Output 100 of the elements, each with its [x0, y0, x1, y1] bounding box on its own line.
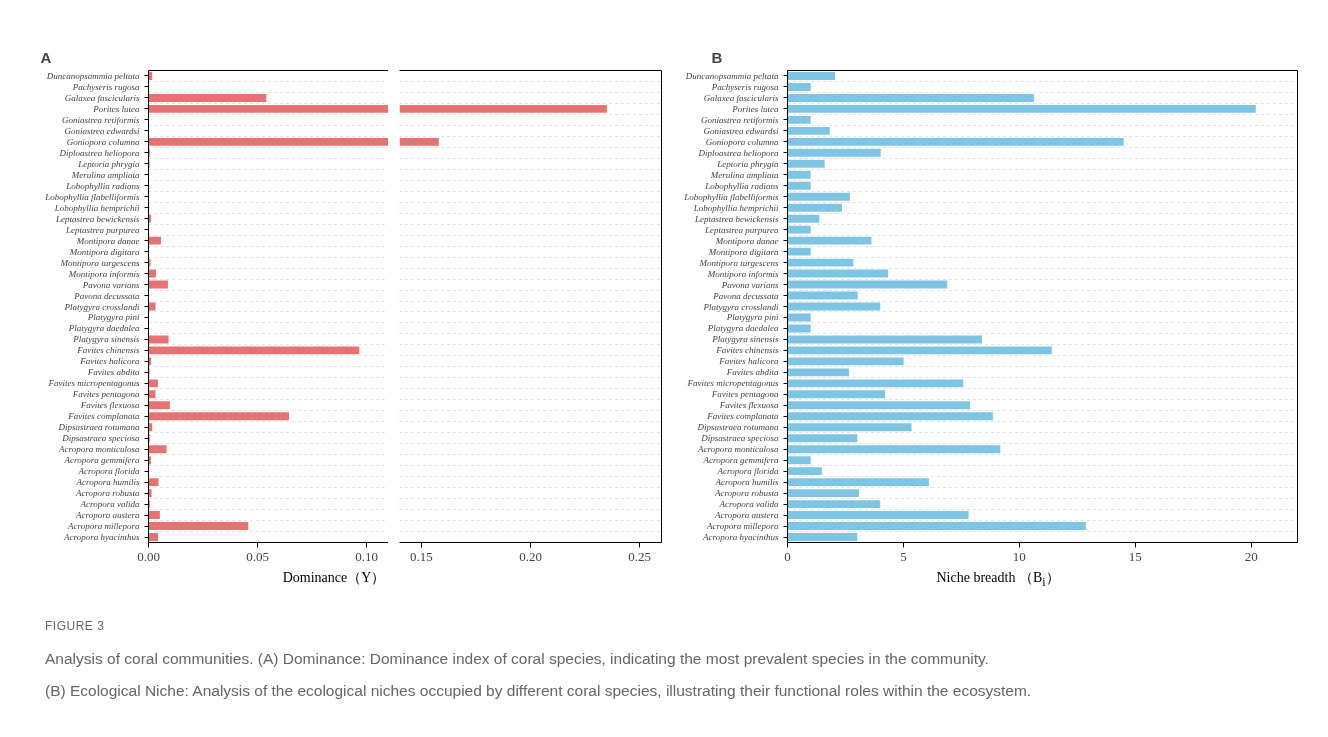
y-tick-label: Merulina ampliata	[709, 169, 779, 180]
y-tick-label: Pavona varians	[720, 279, 779, 290]
y-tick-label: Leptastrea purpurea	[703, 224, 779, 235]
y-tick-label: Porites lutea	[731, 103, 779, 114]
y-tick-label: Pachyseris rugosa	[710, 81, 779, 92]
y-tick-label: Acropora monticulosa	[697, 444, 779, 455]
y-tick-label: Montipora digitara	[707, 246, 779, 257]
text: Analysis of coral communities. (A) Dominance: Dominance index of coral species, indicating the most prevalent species in the community.	[45, 649, 989, 669]
y-tick-label: Acropora florida	[77, 466, 140, 477]
caption: FIGURE 3	[45, 618, 105, 635]
y-tick-label: Favites flexuosa	[718, 400, 779, 411]
y-tick-label: Favites abdita	[86, 367, 140, 378]
y-tick-label: Acropora millepora	[67, 521, 140, 532]
y-tick-label: Goniopora columna	[705, 136, 779, 147]
y-tick-label: Platygyra pini	[86, 312, 140, 323]
y-tick-label: Platygyra daedalea	[706, 323, 779, 334]
y-tick-label: Platygyra daedalea	[67, 323, 140, 334]
y-tick-label: Pavona decussata	[73, 290, 140, 301]
y-tick-label: Favites pentagona	[71, 389, 140, 400]
y-tick-label: Acropora gemmifera	[63, 455, 140, 466]
y-tick-label: Porites lutea	[92, 103, 140, 114]
y-tick-label: Dipsastraea speciosa	[61, 433, 140, 444]
x-tick-label: 0.10	[355, 548, 379, 564]
y-tick-label: Platygyra sinensis	[711, 334, 779, 345]
y-tick-label: Montipora informis	[67, 268, 140, 279]
x-tick-label: 15	[1128, 548, 1142, 564]
y-tick-label: Pachyseris rugosa	[71, 81, 140, 92]
chart-title: A	[40, 48, 52, 66]
y-tick-label: Acropora humilis	[75, 477, 140, 488]
y-tick-label: Acropora robusta	[74, 488, 140, 499]
y-tick-label: Platygyra pini	[725, 312, 779, 323]
y-tick-label: Lobophyllia flabelliformis	[44, 191, 140, 202]
y-tick-label: Lobophyllia hemprichii	[53, 202, 140, 213]
y-tick-label: Favites micropentagonus	[47, 378, 140, 389]
x-tick-label: 10	[1012, 548, 1026, 564]
x-tick-label: 0	[784, 548, 791, 564]
y-tick-label: Platygyra sinensis	[72, 334, 140, 345]
x-tick-label: 5	[900, 548, 907, 564]
y-tick-label: Dipsastraea rotumana	[696, 422, 779, 433]
y-tick-label: Montipora digitara	[68, 246, 140, 257]
y-tick-label: Leptoria phrygia	[77, 158, 140, 169]
y-tick-label: Favites flexuosa	[79, 400, 140, 411]
y-tick-label: Goniopora columna	[66, 136, 140, 147]
y-tick-label: Lobophyllia hemprichii	[692, 202, 779, 213]
y-tick-label: Acropora gemmifera	[702, 455, 779, 466]
y-tick-label: Diploastrea heliopora	[697, 147, 779, 158]
y-tick-label: Pavona decussata	[712, 290, 779, 301]
y-tick-label: Pavona varians	[81, 279, 140, 290]
y-tick-label: Acropora humilis	[714, 477, 779, 488]
y-tick-label: Montipora danae	[714, 235, 779, 246]
y-tick-label: Favites complanata	[706, 411, 779, 422]
y-tick-label: Diploastrea heliopora	[58, 147, 140, 158]
text: (B) Ecological Niche: Analysis of the ecological niches occupied by different coral species, illustrating their functional roles within the ecosystem.	[45, 681, 1032, 701]
y-tick-label: Leptastrea bewickensis	[55, 213, 140, 224]
x-tick-label: 0.25	[628, 548, 652, 564]
y-tick-label: Dipsastraea rotumana	[57, 422, 140, 433]
y-tick-label: Favites chinensis	[76, 345, 140, 356]
y-tick-label: Lobophyllia flabelliformis	[683, 191, 779, 202]
y-tick-label: Goniastrea retiformis	[61, 114, 140, 125]
y-tick-label: Goniastrea edwardsi	[703, 125, 779, 136]
y-tick-label: Goniastrea retiformis	[700, 114, 779, 125]
x-axis-title: Dominance（Y）	[281, 569, 387, 587]
y-tick-label: Acropora hyacinthus	[63, 532, 140, 543]
y-tick-label: Acropora monticulosa	[58, 444, 140, 455]
y-tick-label: Galaxea fascicularis	[703, 92, 779, 103]
y-tick-label: Favites micropentagonus	[686, 378, 779, 389]
y-tick-label: Duncanopsammia peltata	[684, 70, 779, 81]
y-tick-label: Leptastrea purpurea	[64, 224, 140, 235]
y-tick-label: Platygyra crosslandi	[63, 301, 140, 312]
y-tick-label: Acropora millepora	[706, 521, 779, 532]
y-tick-label: Favites abdita	[725, 367, 779, 378]
x-tick-label: 0.00	[137, 548, 160, 564]
chart-title: B	[711, 48, 723, 66]
y-tick-label: Montipora danae	[75, 235, 140, 246]
y-tick-label: Acropora florida	[716, 466, 779, 477]
y-tick-label: Acropora valida	[79, 499, 140, 510]
y-tick-label: Acropora valida	[718, 499, 779, 510]
y-tick-label: Acropora hyacinthus	[702, 532, 779, 543]
y-tick-label: Merulina ampliata	[70, 169, 140, 180]
y-tick-label: Leptastrea bewickensis	[694, 213, 779, 224]
y-tick-label: Favites chinensis	[715, 345, 779, 356]
x-tick-label: 0.20	[519, 548, 542, 564]
y-tick-label: Lobophyllia radians	[65, 180, 140, 191]
y-tick-label: Favites halicora	[79, 356, 140, 367]
x-tick-label: 0.15	[409, 548, 433, 564]
y-tick-label: Leptoria phrygia	[716, 158, 779, 169]
y-tick-label: Acropora austera	[714, 510, 779, 521]
y-tick-label: Lobophyllia radians	[704, 180, 779, 191]
y-tick-label: Galaxea fascicularis	[64, 92, 140, 103]
y-tick-label: Duncanopsammia peltata	[45, 70, 140, 81]
y-tick-label: Montipora informis	[706, 268, 779, 279]
y-tick-label: Platygyra crosslandi	[702, 301, 779, 312]
y-tick-label: Acropora austera	[75, 510, 140, 521]
y-tick-label: Favites halicora	[718, 356, 779, 367]
y-tick-label: Montipora turgescens	[698, 257, 779, 268]
y-tick-label: Montipora turgescens	[59, 257, 140, 268]
y-tick-label: Favites complanata	[67, 411, 140, 422]
y-tick-label: Favites pentagona	[710, 389, 779, 400]
x-axis-title: Niche breadth （B$_{i}$）	[935, 569, 1061, 591]
x-tick-label: 20	[1244, 548, 1258, 564]
